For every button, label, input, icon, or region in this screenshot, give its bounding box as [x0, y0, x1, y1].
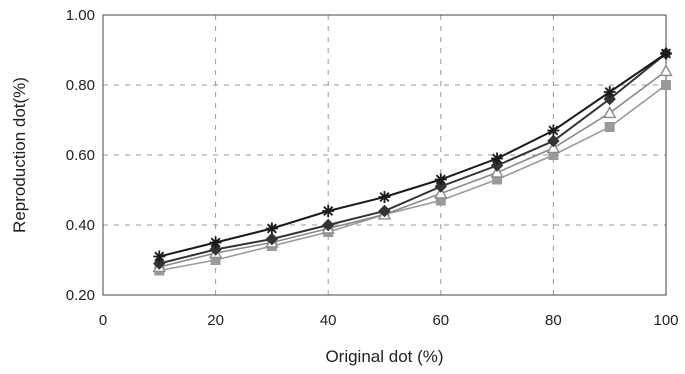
y-tick-label: 1.00	[66, 7, 95, 24]
star-marker	[322, 205, 335, 217]
x-tick-label: 60	[432, 312, 449, 329]
star-marker	[434, 173, 447, 186]
x-tick-label: 100	[653, 312, 678, 329]
star-marker	[660, 47, 672, 60]
series-3	[152, 64, 673, 273]
plot-area-frame	[102, 14, 667, 296]
star-marker	[547, 124, 560, 137]
diamond-marker	[490, 159, 504, 172]
diamond-marker	[321, 218, 335, 232]
x-tick-label: 20	[207, 312, 224, 329]
diamond-marker	[265, 232, 279, 246]
diamond-marker	[153, 257, 166, 270]
diamond-marker	[434, 180, 448, 193]
square-marker	[661, 80, 671, 90]
series-line	[159, 70, 667, 268]
y-tick-label: 0.20	[66, 287, 95, 304]
y-tick-label: 0.40	[66, 217, 95, 234]
y-axis-label: Reproduction dot(%)	[10, 77, 29, 233]
series-group	[152, 47, 673, 276]
triangle-marker	[434, 186, 448, 199]
triangle-marker	[546, 141, 561, 154]
grid-lines	[103, 15, 666, 295]
star-marker	[209, 236, 222, 249]
star-marker	[378, 191, 391, 203]
diamond-marker	[209, 243, 222, 256]
series-1	[153, 47, 672, 263]
star-marker	[153, 250, 166, 263]
x-tick-label: 40	[320, 312, 337, 329]
y-tick-label: 0.80	[66, 77, 95, 94]
series-line	[159, 52, 667, 265]
x-tick-label: 0	[99, 312, 107, 329]
y-tick-label: 0.60	[66, 147, 95, 164]
tick-labels: 0.20 0.40 0.60 0.80 1.00 0 20 40 60 80 100	[66, 7, 679, 329]
series-2	[153, 47, 673, 270]
diamond-marker	[603, 92, 616, 106]
diamond-marker	[378, 204, 391, 218]
square-marker	[604, 122, 615, 132]
diamond-marker	[547, 134, 560, 148]
star-marker	[603, 86, 616, 98]
series-line	[159, 52, 667, 258]
x-axis-label: Original dot (%)	[325, 347, 443, 366]
series-line	[159, 84, 667, 272]
triangle-marker	[603, 106, 617, 119]
star-marker	[265, 222, 278, 235]
triangle-marker	[490, 165, 504, 178]
x-tick-label: 80	[545, 312, 562, 329]
star-marker	[491, 152, 504, 165]
triangle-marker	[659, 64, 673, 77]
